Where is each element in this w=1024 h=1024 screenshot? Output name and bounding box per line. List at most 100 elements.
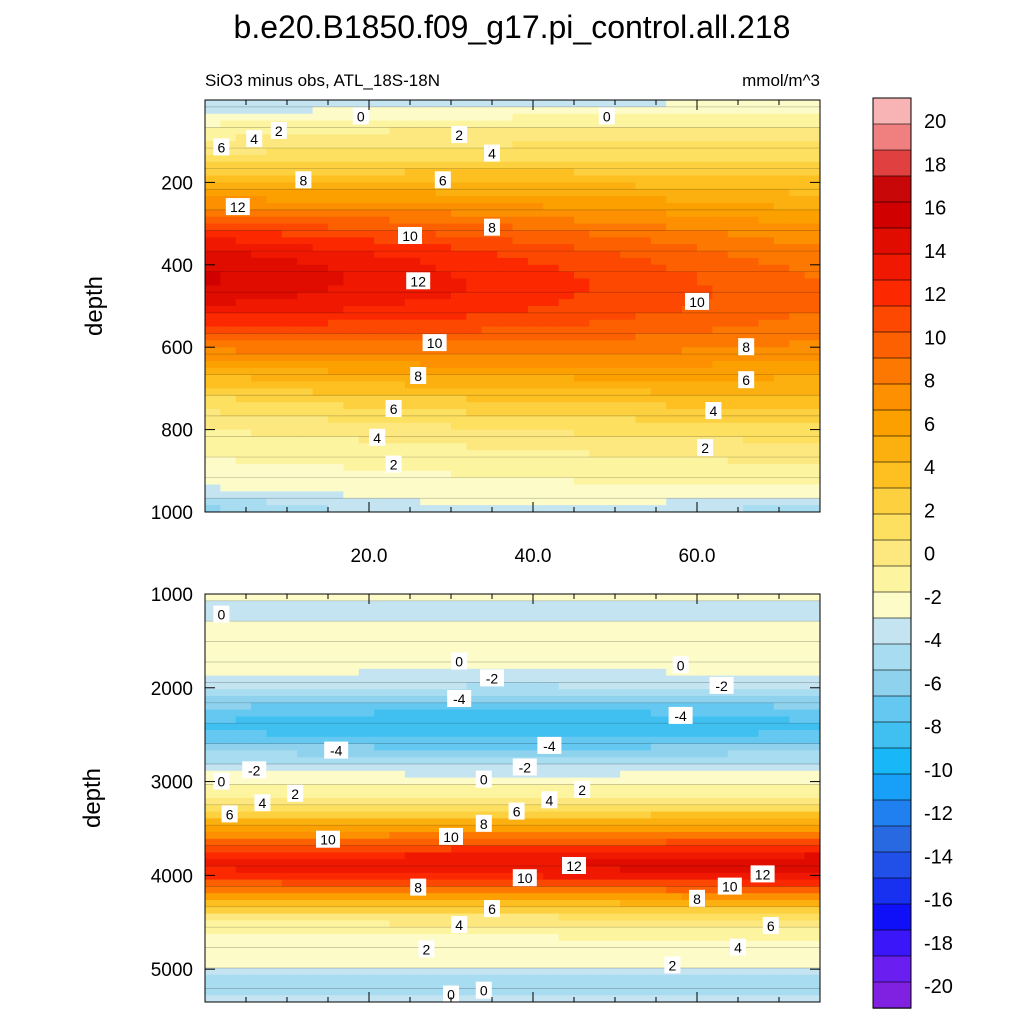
heatmap-cell (205, 312, 221, 321)
heatmap-cell (389, 436, 406, 444)
heatmap-cell (404, 723, 421, 731)
heatmap-cell (574, 161, 590, 170)
heatmap-cell (574, 811, 590, 819)
heatmap-cell (343, 134, 360, 142)
heatmap-cell (251, 347, 268, 355)
heatmap-cell (773, 954, 790, 962)
heatmap-cell (389, 326, 406, 335)
heatmap-cell (574, 709, 590, 717)
heatmap-cell (543, 347, 560, 355)
heatmap-cell (389, 968, 406, 976)
heatmap-cell (435, 505, 452, 512)
heatmap-cell (650, 285, 667, 293)
heatmap-cell (435, 784, 452, 792)
heatmap-cell (574, 203, 590, 211)
heatmap-cell (420, 292, 437, 300)
heatmap-cell (328, 230, 344, 238)
heatmap-cell (297, 947, 314, 955)
heatmap-cell (527, 920, 544, 928)
heatmap-cell (328, 804, 344, 813)
heatmap-cell (512, 634, 529, 643)
heatmap-cell (574, 196, 590, 204)
heatmap-cell (297, 230, 314, 238)
heatmap-cell (773, 251, 790, 259)
heatmap-cell (512, 127, 529, 135)
heatmap-cell (712, 743, 729, 751)
heatmap-cell (205, 436, 221, 444)
heatmap-cell (389, 154, 406, 163)
heatmap-cell (620, 648, 637, 656)
heatmap-cell (650, 655, 667, 663)
heatmap-cell (266, 995, 283, 1002)
heatmap-cell (297, 141, 314, 149)
heatmap-cell (743, 913, 760, 921)
heatmap-cell (589, 182, 606, 190)
heatmap-cell (558, 436, 575, 444)
heatmap-cell (743, 927, 760, 935)
heatmap-cell (758, 736, 775, 745)
heatmap-cell (681, 832, 698, 840)
heatmap-cell (620, 845, 637, 853)
heatmap-cell (497, 798, 514, 806)
heatmap-cell (727, 709, 744, 717)
heatmap-cell (773, 230, 790, 238)
heatmap-cell (251, 852, 268, 860)
heatmap-cell (435, 702, 452, 711)
heatmap-cell (328, 906, 344, 915)
heatmap-cell (389, 777, 406, 785)
heatmap-cell (804, 450, 820, 458)
heatmap-cell (558, 791, 575, 799)
heatmap-cell (466, 913, 483, 921)
heatmap-cell (358, 947, 375, 955)
heatmap-cell (773, 498, 790, 506)
heatmap-cell (589, 223, 606, 232)
heatmap-cell (220, 628, 237, 636)
heatmap-cell (497, 470, 514, 479)
heatmap-cell (589, 477, 606, 486)
heatmap-cell (697, 832, 713, 840)
heatmap-cell (543, 367, 560, 376)
heatmap-cell (635, 340, 652, 348)
heatmap-cell (558, 723, 575, 731)
heatmap-cell (773, 696, 790, 704)
heatmap-cell (451, 360, 467, 369)
heatmap-cell (758, 791, 775, 799)
heatmap-cell (773, 477, 790, 486)
heatmap-cell (589, 614, 606, 622)
heatmap-cell (635, 299, 652, 307)
heatmap-cell (635, 825, 652, 833)
heatmap-cell (404, 120, 421, 129)
heatmap-cell (251, 716, 268, 724)
heatmap-cell (589, 947, 606, 955)
heatmap-cell (466, 422, 483, 431)
heatmap-cell (235, 655, 252, 663)
heatmap-cell (604, 845, 621, 853)
heatmap-cell (451, 477, 467, 486)
heatmap-cell (773, 811, 790, 819)
heatmap-cell (281, 203, 298, 211)
heatmap-cell (589, 409, 606, 417)
heatmap-cell (374, 367, 391, 376)
heatmap-cell (620, 770, 637, 779)
heatmap-cell (466, 154, 483, 163)
heatmap-cell (266, 757, 283, 765)
heatmap-cell (543, 696, 560, 704)
heatmap-cell (589, 600, 606, 609)
heatmap-cell (635, 920, 652, 928)
heatmap-cell (451, 106, 467, 115)
heatmap-cell (512, 367, 529, 376)
heatmap-cell (466, 278, 483, 286)
heatmap-cell (589, 770, 606, 779)
heatmap-cell (374, 906, 391, 915)
heatmap-cell (789, 682, 806, 690)
heatmap-cell (789, 770, 806, 779)
heatmap-cell (235, 360, 252, 369)
contour-label-bg (738, 371, 755, 389)
heatmap-cell (712, 237, 729, 245)
heatmap-cell (404, 415, 421, 424)
heatmap-cell (666, 264, 683, 273)
heatmap-cell (466, 641, 483, 649)
heatmap-cell (681, 498, 698, 506)
heatmap-cell (589, 852, 606, 860)
heatmap-cell (497, 148, 514, 156)
